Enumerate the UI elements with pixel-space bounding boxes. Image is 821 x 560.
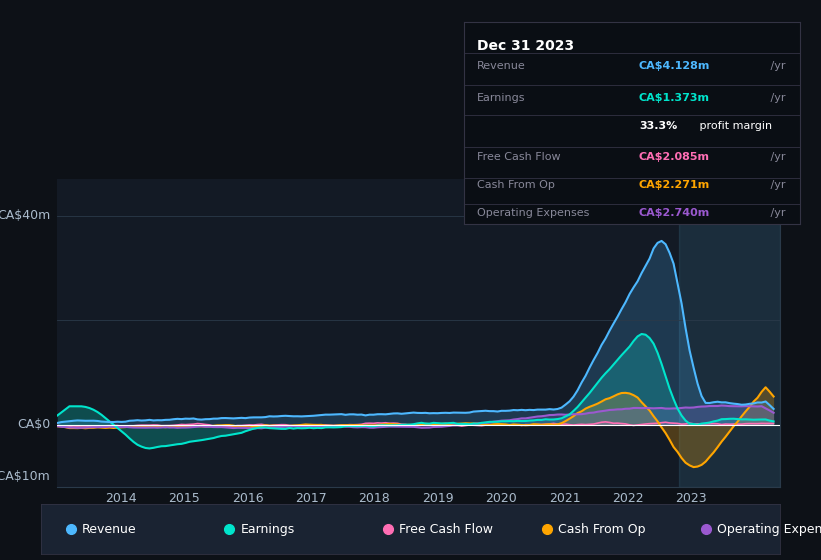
Text: Dec 31 2023: Dec 31 2023	[477, 39, 575, 53]
Text: /yr: /yr	[767, 152, 786, 161]
Text: /yr: /yr	[767, 208, 786, 218]
Bar	[678, 179, 780, 487]
Text: Earnings: Earnings	[241, 522, 295, 536]
Text: CA$0: CA$0	[17, 418, 50, 431]
Text: CA$1.373m: CA$1.373m	[639, 93, 710, 103]
Text: CA$2.085m: CA$2.085m	[639, 152, 710, 161]
Text: CA$40m: CA$40m	[0, 209, 50, 222]
Text: /yr: /yr	[767, 93, 786, 103]
Text: Free Cash Flow: Free Cash Flow	[477, 152, 561, 161]
Text: Earnings: Earnings	[477, 93, 525, 103]
Text: Cash From Op: Cash From Op	[558, 522, 646, 536]
Text: Free Cash Flow: Free Cash Flow	[400, 522, 493, 536]
Text: /yr: /yr	[767, 61, 786, 71]
Text: CA$2.740m: CA$2.740m	[639, 208, 710, 218]
Text: Revenue: Revenue	[82, 522, 136, 536]
Text: CA$4.128m: CA$4.128m	[639, 61, 710, 71]
Text: /yr: /yr	[767, 180, 786, 190]
Text: Operating Expenses: Operating Expenses	[477, 208, 589, 218]
Text: Operating Expenses: Operating Expenses	[718, 522, 821, 536]
Text: Revenue: Revenue	[477, 61, 526, 71]
Text: -CA$10m: -CA$10m	[0, 470, 50, 483]
Text: Cash From Op: Cash From Op	[477, 180, 555, 190]
Text: profit margin: profit margin	[696, 122, 773, 131]
Text: CA$2.271m: CA$2.271m	[639, 180, 710, 190]
Text: 33.3%: 33.3%	[639, 122, 677, 131]
